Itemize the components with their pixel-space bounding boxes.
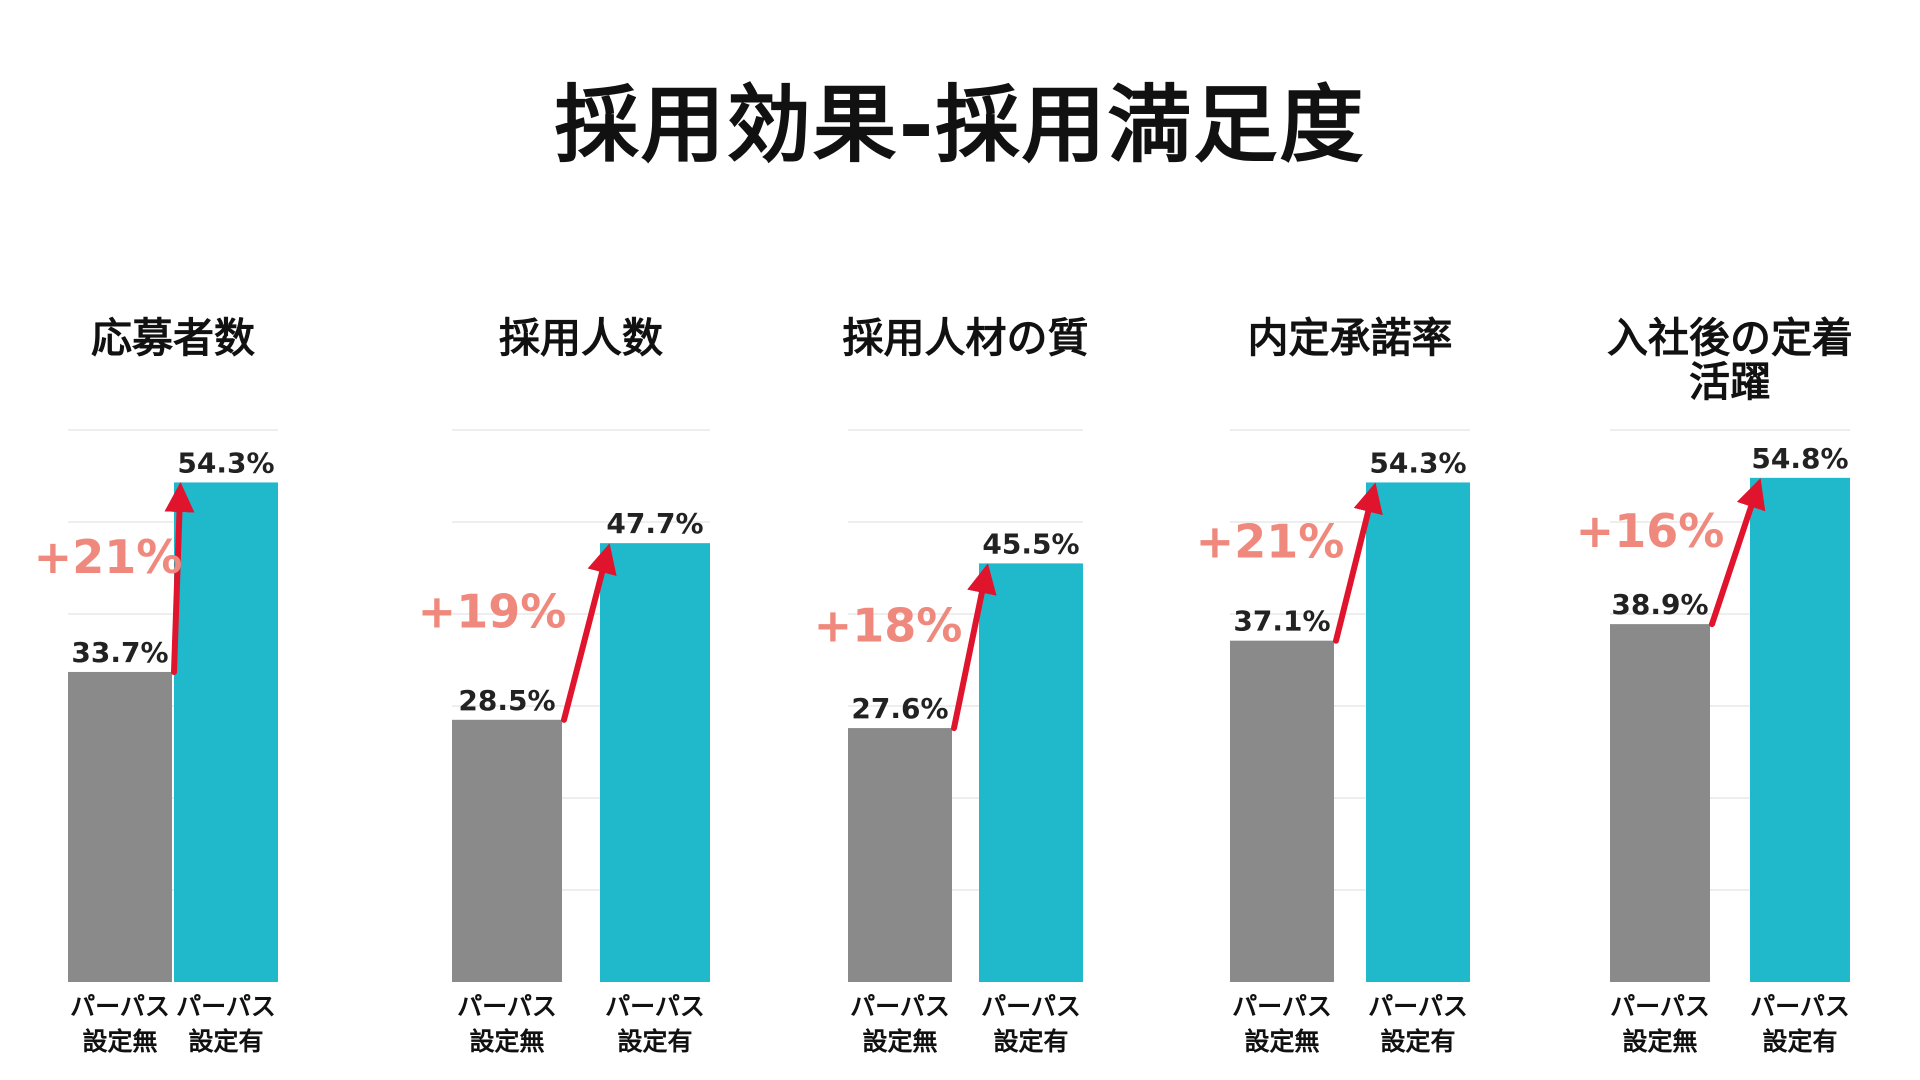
category-label: パーパス (1750, 992, 1850, 1021)
category-label: 設定無 (469, 1027, 544, 1056)
category-label: パーパス (457, 992, 557, 1021)
category-label: 設定有 (993, 1027, 1068, 1056)
value-label: 37.1% (1233, 605, 1330, 638)
chart-title: 採用人材の質 (843, 314, 1089, 362)
bar-with (979, 563, 1083, 982)
chart-title: 活躍 (1689, 358, 1771, 406)
delta-label: +16% (1576, 504, 1725, 558)
bar-without (68, 671, 172, 982)
category-label: パーパス (981, 992, 1081, 1021)
value-label: 28.5% (458, 684, 555, 717)
category-label: パーパス (605, 992, 705, 1021)
category-label: パーパス (176, 992, 276, 1021)
increase-arrow (1709, 478, 1766, 628)
category-label: パーパス (1368, 992, 1468, 1021)
bar-without (1610, 624, 1710, 982)
chart-title: 内定承諾率 (1248, 314, 1453, 362)
increase-arrow (561, 543, 617, 723)
chart-title: 応募者数 (91, 314, 255, 362)
chart-title: 採用人数 (499, 314, 663, 362)
category-label: 設定有 (1762, 1027, 1837, 1056)
category-label: 設定無 (1244, 1027, 1319, 1056)
bar-with (1366, 482, 1470, 982)
value-label: 33.7% (71, 636, 168, 669)
category-label: 設定有 (617, 1027, 692, 1056)
value-label: 54.3% (1369, 446, 1466, 479)
value-label: 38.9% (1611, 588, 1708, 621)
delta-label: +19% (418, 584, 567, 638)
category-label: パーパス (1232, 992, 1332, 1021)
bar-without (452, 719, 562, 982)
increase-arrow (1333, 482, 1383, 644)
bar-without (1230, 640, 1334, 982)
delta-label: +21% (34, 530, 183, 584)
bar-with (600, 543, 710, 982)
value-label: 45.5% (982, 527, 1079, 560)
delta-label: +18% (814, 599, 963, 653)
bar-with (174, 482, 278, 982)
category-label: パーパス (850, 992, 950, 1021)
category-label: パーパス (70, 992, 170, 1021)
chart-title: 入社後の定着 (1607, 314, 1853, 362)
value-label: 47.7% (606, 507, 703, 540)
category-label: 設定無 (82, 1027, 157, 1056)
value-label: 54.3% (177, 446, 274, 479)
page-title: 採用効果-採用満足度 (554, 76, 1366, 174)
category-label: 設定無 (862, 1027, 937, 1056)
category-label: パーパス (1610, 992, 1710, 1021)
delta-label: +21% (1196, 515, 1345, 569)
increase-arrow (951, 563, 997, 732)
value-label: 54.8% (1751, 442, 1848, 475)
category-label: 設定有 (1380, 1027, 1455, 1056)
bar-with (1750, 477, 1850, 982)
increase-arrow (164, 482, 195, 675)
value-label: 27.6% (851, 692, 948, 725)
category-label: 設定無 (1622, 1027, 1697, 1056)
category-label: 設定有 (188, 1027, 263, 1056)
bar-without (848, 728, 952, 982)
